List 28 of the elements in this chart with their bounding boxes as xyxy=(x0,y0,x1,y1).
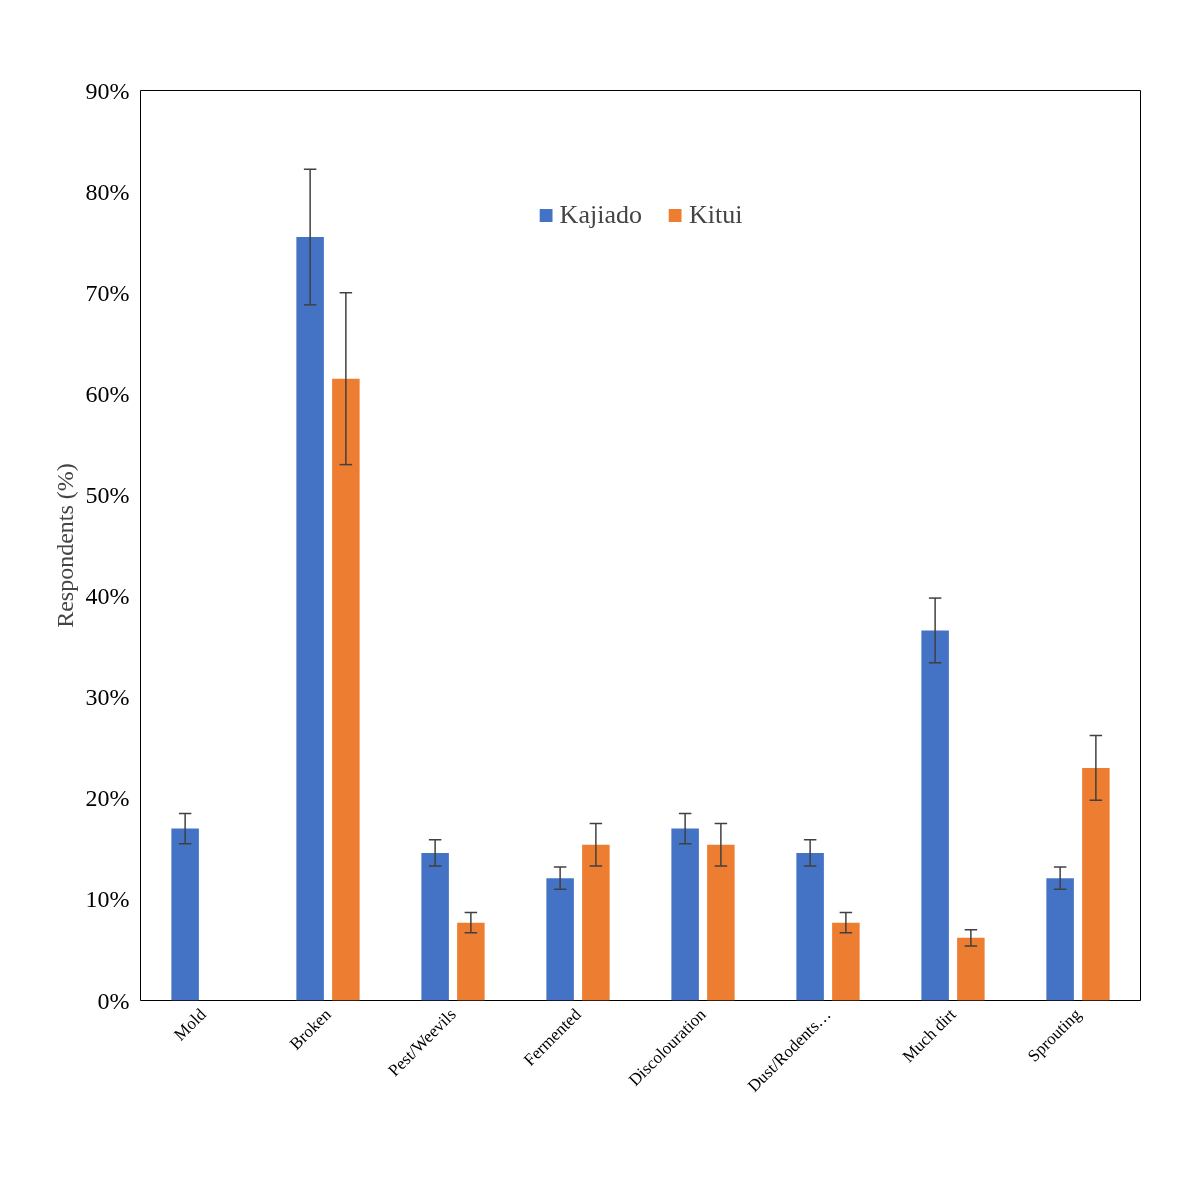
bar xyxy=(457,922,485,1001)
bar xyxy=(957,937,985,1001)
y-tick-label: 60% xyxy=(85,380,130,407)
y-tick-label: 40% xyxy=(85,583,130,610)
y-tick-label: 10% xyxy=(85,886,130,913)
bar xyxy=(707,844,735,1001)
y-tick-label: 90% xyxy=(85,77,130,104)
bar xyxy=(332,378,360,1001)
y-tick-label: 70% xyxy=(85,279,130,306)
bar xyxy=(296,237,324,1001)
bar xyxy=(171,828,199,1001)
bar xyxy=(582,844,610,1001)
y-tick-label: 30% xyxy=(85,684,130,711)
legend-label: Kitui xyxy=(688,200,743,230)
bar xyxy=(1046,878,1074,1001)
bar xyxy=(796,852,824,1001)
bar xyxy=(1082,767,1110,1001)
bar xyxy=(421,852,449,1001)
y-axis-title: Respondents (%) xyxy=(51,463,78,628)
y-tick-label: 80% xyxy=(85,178,130,205)
bar xyxy=(832,922,860,1001)
bar xyxy=(546,878,574,1001)
bar xyxy=(671,828,699,1001)
y-tick-label: 50% xyxy=(85,481,130,508)
bar xyxy=(921,630,949,1001)
y-tick-label: 0% xyxy=(97,987,130,1014)
y-tick-label: 20% xyxy=(85,785,130,812)
legend-label: Kajiado xyxy=(559,200,642,230)
